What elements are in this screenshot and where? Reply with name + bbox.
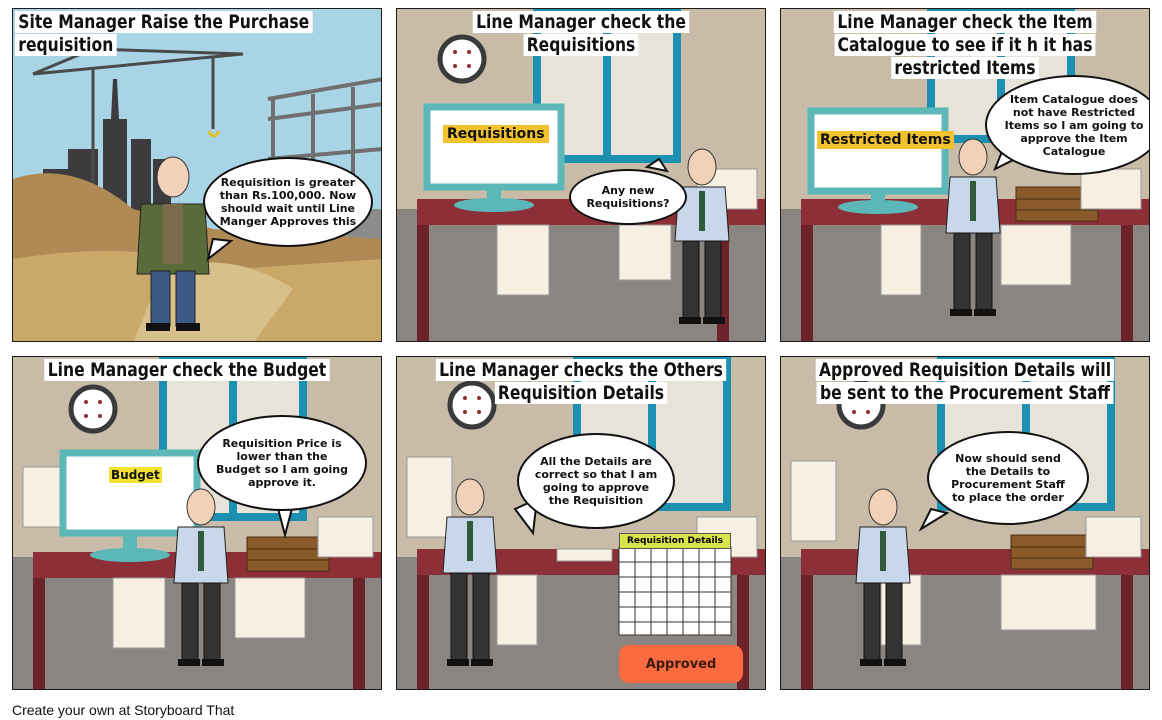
panel-title: Line Manager check the Requisitions [430, 11, 732, 57]
panel-title: Line Manager checks the Others Requisiti… [430, 359, 732, 405]
panel-1: Site Manager Raise the Purchase requisit… [12, 8, 382, 342]
line-manager-figure [173, 488, 229, 666]
line-manager-figure [442, 478, 498, 666]
panel-6: Approved Requisition Details will be sen… [780, 356, 1150, 690]
panel-3: Line Manager check the Item Catalogue to… [780, 8, 1150, 342]
table-header: Requisition Details [619, 533, 731, 549]
speech-bubble: Item Catalogue does not have Restricted … [985, 75, 1149, 175]
panel-5: Line Manager checks the Others Requisiti… [396, 356, 766, 690]
panel-2: Line Manager check the Requisitions Requ… [396, 8, 766, 342]
office-scene [781, 357, 1149, 689]
panel-4: Line Manager check the Budget Budget Req… [12, 356, 382, 690]
screen-label: Requisitions [443, 125, 549, 143]
speech-bubble: Any new Requisitions? [569, 169, 687, 225]
panel-title: Site Manager Raise the Purchase requisit… [15, 11, 315, 57]
panel-title: Line Manager check the Item Catalogue to… [814, 11, 1116, 80]
speech-bubble: Now should send the Details to Procureme… [927, 431, 1089, 525]
speech-bubble: All the Details are correct so that I am… [517, 433, 675, 529]
panel-title: Line Manager check the Budget [28, 359, 346, 382]
footer-credit[interactable]: Create your own at Storyboard That [12, 702, 235, 718]
speech-bubble: Requisition Price is lower than the Budg… [197, 415, 367, 511]
panel-title: Approved Requisition Details will be sen… [814, 359, 1116, 405]
approved-button[interactable]: Approved [619, 645, 743, 683]
line-manager-figure [945, 138, 1001, 316]
office-scene [397, 9, 765, 341]
line-manager-figure [674, 148, 730, 324]
site-manager-figure [136, 156, 210, 331]
screen-label: Budget [109, 467, 162, 483]
office-scene [13, 357, 381, 689]
speech-bubble: Requisition is greater than Rs.100,000. … [203, 157, 373, 247]
screen-label: Restricted Items [817, 131, 954, 149]
requisition-details-table [618, 546, 732, 636]
line-manager-figure [855, 488, 911, 666]
